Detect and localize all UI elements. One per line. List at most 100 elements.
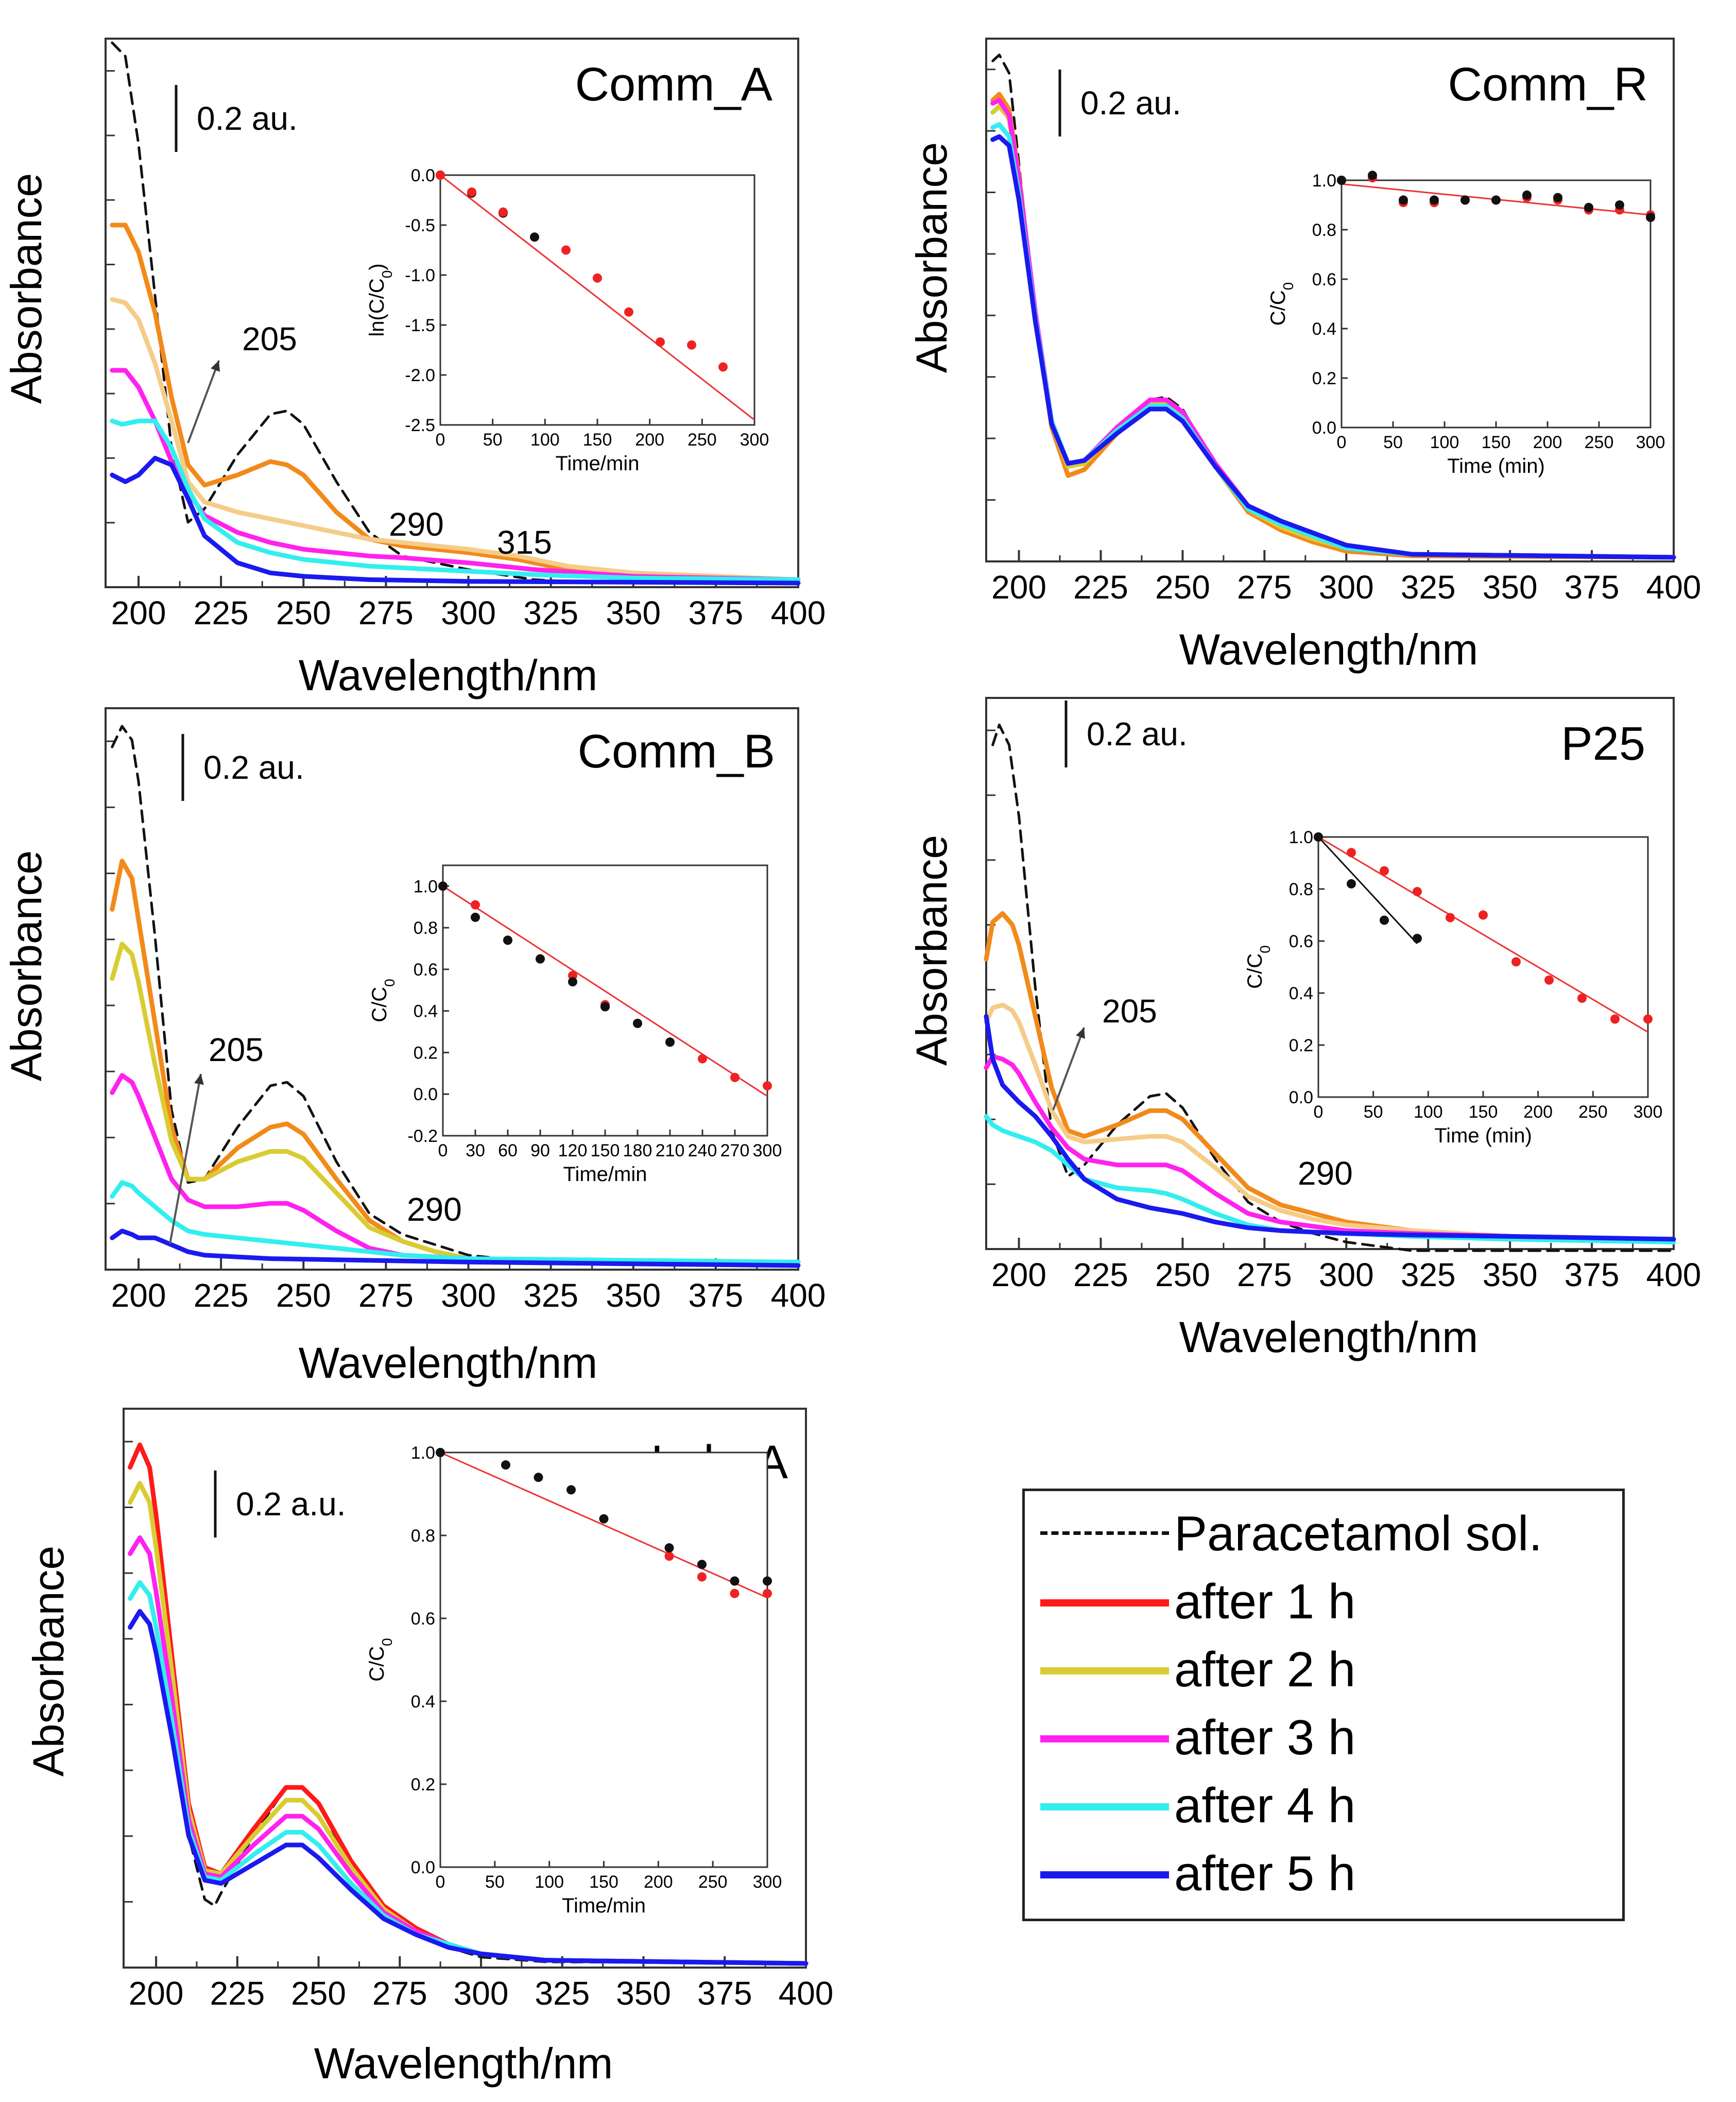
x-tick-label: 300 [441,594,496,631]
inset-x-tick-label: 300 [753,1141,782,1160]
scale-bar-label: 0.2 au. [1087,715,1188,753]
annotation-arrow [1052,1027,1085,1110]
inset-x-tick-label: 150 [591,1141,620,1160]
inset-point-red [763,1081,772,1091]
inset-x-tick-label: 0 [1314,1102,1324,1122]
scale-bar-label: 0.2 a.u. [236,1485,346,1523]
legend-swatch-1h [1040,1599,1169,1607]
inset-x-axis-label: Time/min [562,1894,646,1917]
x-tick-label: 225 [1073,569,1128,606]
inset-point-black [1584,202,1593,212]
series-line-blue [110,1228,801,1268]
inset-point-red [656,337,665,347]
inset-x-axis-label: Time/min [563,1163,647,1186]
inset-comm_b: 0 30 60 90 120 150 180 210 240 270 300 1.0 0.8 0.6 0.4… [368,864,782,1186]
legend-swatch-4h [1040,1803,1169,1810]
x-tick-label: 200 [111,1277,166,1314]
inset-x-tick-label: 50 [1383,433,1403,452]
inset-x-tick-label: 270 [720,1141,750,1160]
inset-x-tick-label: 200 [1523,1102,1553,1122]
inset-y-tick-label: 0.8 [1312,220,1336,240]
legend-item-4h: after 4 h [1035,1773,1612,1840]
inset-x-tick-label: 150 [583,430,612,450]
panel-comm_a: 200 225 250 275 300 325 350 375 400 Comm_A Absorba… [2,38,826,699]
x-tick-label: 350 [606,594,661,631]
inset-x-tick-label: 210 [656,1141,685,1160]
x-axis-label: Wavelength/nm [299,1339,598,1387]
annotation-arrowhead [1076,1028,1086,1039]
scale-bar-label: 0.2 au. [197,100,298,137]
x-tick-label: 225 [210,1975,265,2012]
annotation-arrow [169,1073,202,1244]
inset-point-black [503,935,512,945]
x-tick-label: 200 [111,594,166,631]
x-tick-label: 275 [1237,569,1292,606]
x-tick-label: 275 [1237,1256,1292,1293]
series-line-magenta [110,368,801,582]
inset-y-tick-label: 0.8 [1289,880,1313,899]
inset-y-axis-label: C/C0 [1244,945,1273,988]
plot-frame-comm_b [105,707,799,1271]
inset-x-tick-label: 50 [483,430,503,450]
inset-point-black [1314,832,1323,842]
inset-point-red [467,187,476,197]
inset-point-red [1380,866,1389,876]
inset-x-tick-label: 100 [535,1872,564,1892]
series-line-orange [110,223,801,582]
x-tick-label: 400 [1646,569,1701,606]
inset-y-tick-label: 1.0 [1289,828,1313,847]
inset-comm_r: 0 50 100 150 200 250 300 0.0 0.2 0.4 0.6 0.8 1.0 Time… [1267,170,1665,477]
inset-x-tick-label: 100 [1414,1102,1443,1122]
series-line-yellow [110,942,801,1264]
annotation-arrow [187,360,220,443]
inset-point-red [1446,913,1455,922]
inset-point-red [624,307,633,317]
inset-point-red [593,273,602,283]
panel-title: Comm_A [575,58,773,111]
inset-lab_a: 0 50 100 150 200 250 300 0.0 0.2 0.4 0.6 0.8 1.0 Time… [366,1443,782,1917]
inset-point-red [1577,994,1587,1003]
series-line-blue [110,455,801,586]
y-axis-label: Absorbance [24,1546,73,1776]
inset-point-black [1337,176,1346,185]
x-tick-label: 200 [129,1975,184,2012]
annotation-label: 290 [407,1191,462,1228]
x-axis-label: Wavelength/nm [1179,1313,1479,1361]
inset-y-tick-label: 0.4 [1289,984,1313,1003]
inset-point-red [718,362,728,372]
inset-point-red [1511,957,1521,967]
inset-x-tick-label: 250 [698,1872,728,1892]
inset-point-black [1430,195,1439,205]
inset-frame [1340,179,1652,429]
inset-point-black [1399,195,1408,205]
inset-y-axis-label: ln(C/C0) [366,263,395,336]
inset-y-tick-label: 0.4 [1312,319,1336,339]
inset-point-black [1368,170,1377,180]
x-tick-label: 200 [991,569,1046,606]
inset-x-tick-label: 50 [485,1872,505,1892]
inset-point-red [499,207,508,217]
inset-x-tick-label: 300 [753,1872,782,1892]
inset-point-red [730,1588,740,1598]
inset-x-tick-label: 30 [466,1141,485,1160]
inset-y-tick-label: 0.2 [411,1775,435,1795]
inset-point-black [1491,195,1501,205]
panel-lab_a: 200225250275300325350375400Lab_AAbsorban… [24,1408,833,2088]
inset-x-tick-label: 0 [436,430,445,450]
inset-point-black [501,1460,510,1470]
inset-y-tick-label: 0.6 [414,960,438,980]
inset-y-tick-label: 1.0 [1312,171,1336,191]
inset-point-black [1413,933,1422,943]
x-tick-label: 225 [1073,1256,1128,1293]
y-axis-label: Absorbance [907,835,956,1066]
inset-p25: 0 50 100 150 200 250 300 0.0 0.2 0.4 0.6 0.8 1.0 Time… [1244,828,1662,1147]
inset-x-tick-label: 180 [623,1141,652,1160]
inset-fit-line [1317,836,1418,945]
inset-point-black [665,1037,675,1047]
panel-title: Comm_B [578,725,775,778]
inset-y-tick-label: 0.0 [414,1085,438,1104]
inset-point-black [599,1514,609,1524]
x-tick-label: 350 [1483,1256,1538,1293]
inset-x-tick-label: 250 [1578,1102,1608,1122]
x-tick-label: 375 [1565,569,1620,606]
